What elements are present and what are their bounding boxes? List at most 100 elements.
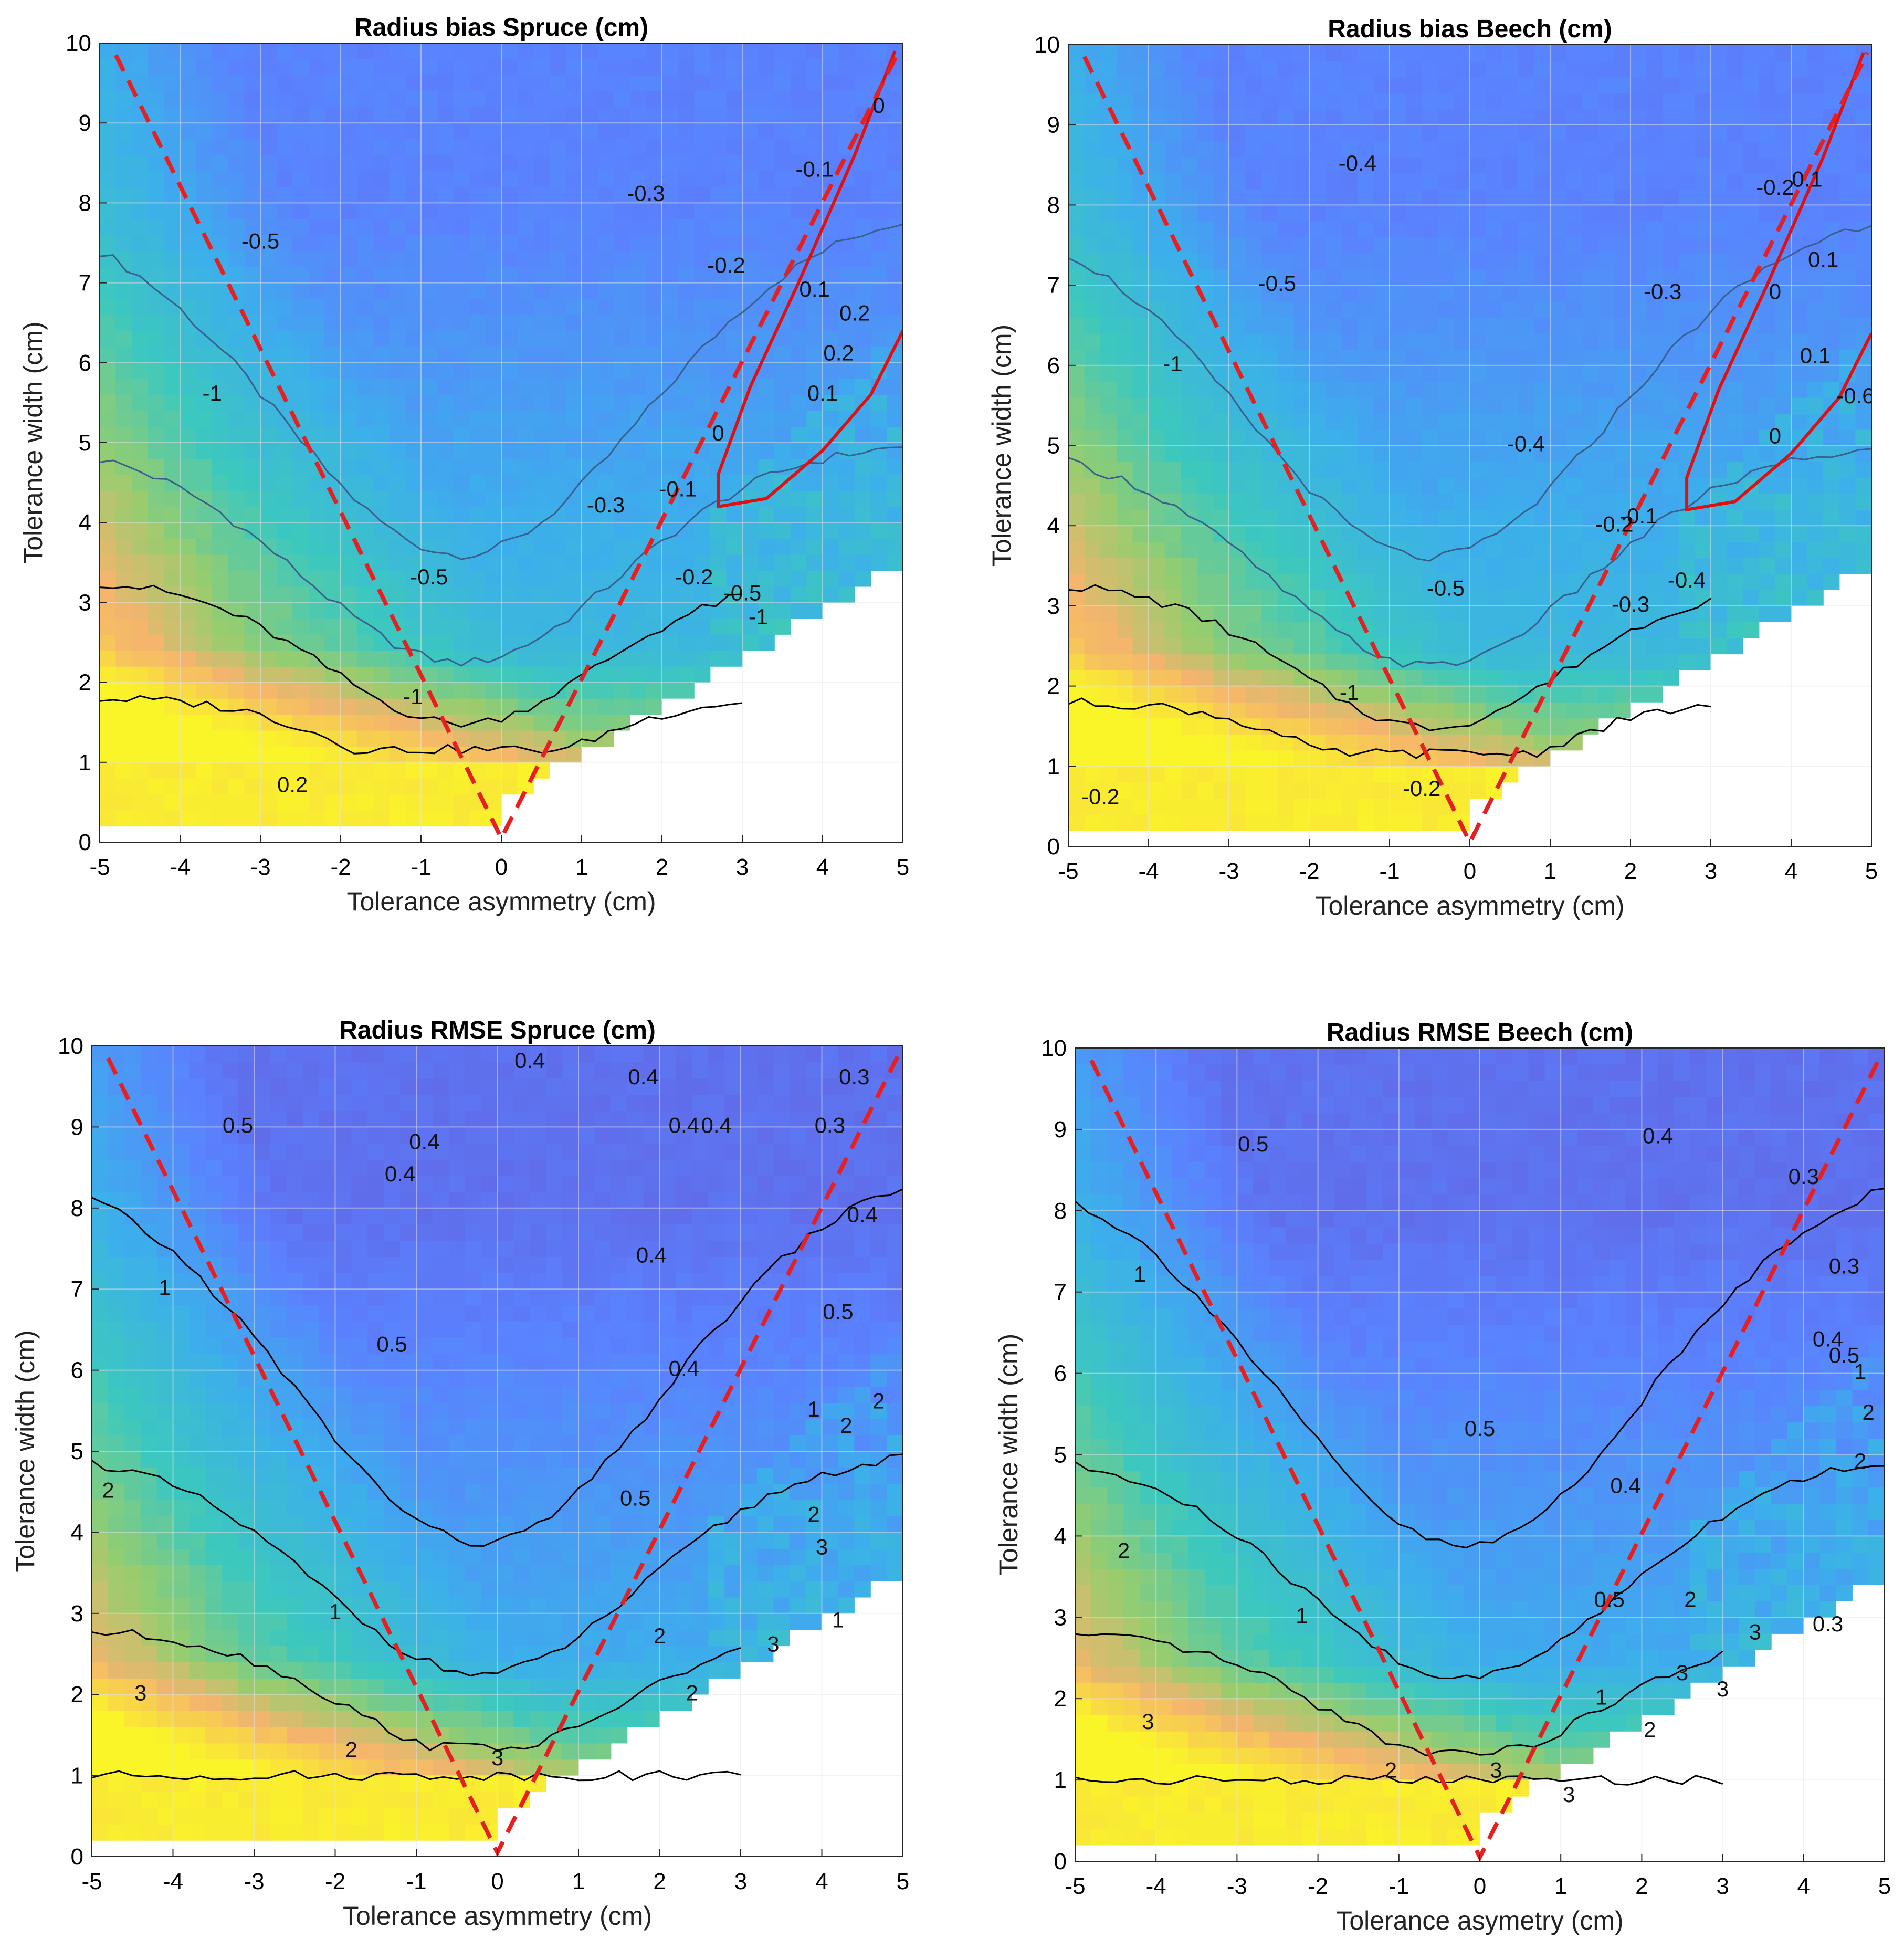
heatmap-cell: [453, 267, 470, 284]
heatmap-cell: [1229, 429, 1246, 446]
heatmap-cell: [1663, 365, 1679, 382]
heatmap-cell: [1068, 782, 1085, 799]
heatmap-cell: [156, 1094, 174, 1112]
heatmap-cell: [1695, 253, 1711, 270]
heatmap-cell: [1341, 654, 1358, 670]
heatmap-cell: [646, 315, 662, 331]
heatmap-cell: [421, 91, 438, 108]
heatmap-cell: [1823, 253, 1840, 270]
heatmap-cell: [1422, 77, 1438, 93]
heatmap-cell: [838, 458, 855, 475]
heatmap-cell: [1454, 590, 1470, 606]
heatmap-cell: [132, 250, 149, 267]
heatmap-cell: [1357, 541, 1374, 558]
heatmap-cell: [180, 538, 197, 555]
heatmap-cell: [92, 1435, 109, 1452]
heatmap-cell: [324, 347, 341, 363]
heatmap-cell: [212, 362, 229, 379]
heatmap-cell: [838, 538, 855, 555]
heatmap-cell: [469, 666, 486, 683]
heatmap-cell: [292, 186, 309, 203]
heatmap-cell: [582, 714, 598, 731]
contour-line: [1068, 584, 1711, 731]
heatmap-cell: [1277, 365, 1293, 382]
heatmap-cell: [1132, 109, 1149, 125]
heatmap-cell: [1229, 590, 1246, 606]
heatmap-cell: [1518, 670, 1534, 687]
heatmap-cell: [533, 250, 550, 267]
heatmap-cell: [1486, 205, 1502, 222]
chart-bias-spruce: -0.3-0.10-0.20.10.20.20.10-0.1-0.3-0.2-0…: [18, 14, 909, 916]
heatmap-cell: [549, 362, 566, 379]
heatmap-cell: [1422, 622, 1438, 638]
heatmap-cell: [108, 1808, 125, 1825]
heatmap-cell: [1357, 686, 1374, 703]
heatmap-cell: [341, 91, 357, 108]
heatmap-cell: [1823, 156, 1840, 173]
heatmap-cell: [244, 762, 261, 779]
heatmap-cell: [549, 330, 566, 347]
heatmap-cell: [212, 139, 229, 155]
heatmap-cell: [1181, 654, 1197, 670]
heatmap-cell: [1550, 333, 1567, 350]
heatmap-cell: [324, 139, 341, 155]
heatmap-cell: [260, 59, 277, 76]
heatmap-cell: [1727, 462, 1743, 478]
heatmap-cell: [180, 570, 197, 587]
heatmap-cell: [356, 235, 373, 252]
heatmap-cell: [629, 186, 646, 203]
heatmap-cell: [1743, 429, 1760, 446]
heatmap-cell: [1084, 301, 1101, 318]
heatmap-cell: [1325, 381, 1342, 398]
heatmap-cell: [1068, 622, 1085, 638]
heatmap-cell: [124, 1321, 141, 1338]
heatmap-cell: [1309, 92, 1326, 109]
contour-label: 0.2: [823, 341, 854, 365]
heatmap-cell: [597, 155, 614, 172]
heatmap-cell: [140, 1256, 157, 1273]
heatmap-cell: [148, 810, 164, 827]
heatmap-cell: [437, 602, 454, 619]
heatmap-cell: [1357, 124, 1374, 141]
heatmap-cell: [108, 1451, 125, 1468]
heatmap-cell: [212, 746, 229, 763]
heatmap-cell: [533, 570, 550, 587]
heatmap-cell: [108, 1435, 125, 1452]
heatmap-cell: [838, 474, 855, 491]
heatmap-cell: [1277, 77, 1293, 93]
heatmap-cell: [1405, 221, 1422, 238]
heatmap-cell: [1116, 573, 1133, 590]
heatmap-cell: [1357, 445, 1374, 462]
heatmap-cell: [1791, 413, 1808, 430]
heatmap-cell: [501, 299, 518, 316]
heatmap-cell: [855, 203, 871, 219]
heatmap-cell: [1470, 558, 1487, 574]
heatmap-cell: [324, 235, 341, 252]
heatmap-cell: [1711, 317, 1728, 334]
heatmap-cell: [1357, 317, 1374, 334]
heatmap-cell: [140, 1678, 157, 1695]
heatmap-cell: [388, 810, 405, 827]
x-tick-label: 0: [1464, 858, 1476, 884]
heatmap-cell: [1582, 365, 1599, 382]
heatmap-cell: [341, 698, 357, 715]
heatmap-cell: [1100, 558, 1117, 574]
heatmap-cell: [308, 506, 325, 523]
heatmap-cell: [1807, 301, 1824, 318]
heatmap-cell: [100, 186, 117, 203]
heatmap-cell: [1534, 590, 1551, 606]
heatmap-cell: [1759, 301, 1775, 318]
heatmap-cell: [838, 282, 855, 299]
heatmap-cell: [694, 299, 711, 316]
heatmap-cell: [1791, 156, 1808, 173]
heatmap-cell: [597, 379, 614, 395]
heatmap-cell: [173, 1467, 190, 1484]
heatmap-cell: [629, 330, 646, 347]
heatmap-cell: [421, 267, 438, 284]
heatmap-cell: [1470, 670, 1487, 687]
heatmap-cell: [1132, 445, 1149, 462]
heatmap-cell: [276, 458, 293, 475]
heatmap-cell: [662, 458, 679, 475]
heatmap-cell: [694, 458, 711, 475]
heatmap-cell: [341, 218, 357, 235]
